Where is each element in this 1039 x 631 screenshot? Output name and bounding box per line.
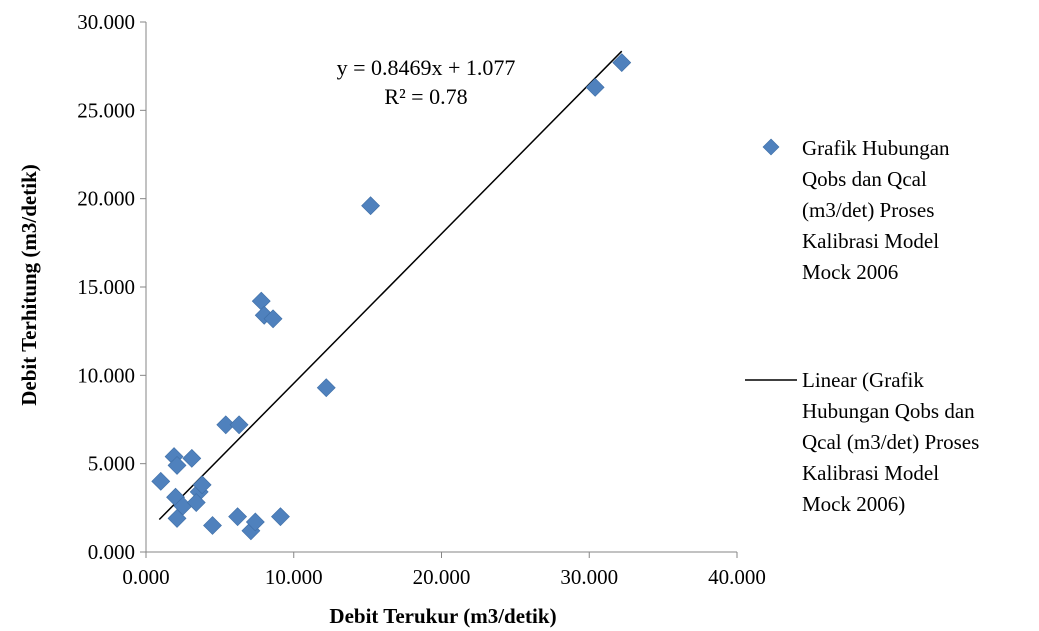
- legend-marker-label: Qobs dan Qcal: [802, 167, 927, 191]
- y-tick-label: 30.000: [77, 10, 135, 34]
- data-point: [251, 291, 271, 311]
- r-squared-label: R² = 0.78: [384, 84, 467, 109]
- data-point: [228, 507, 248, 527]
- y-tick-label: 20.000: [77, 187, 135, 211]
- data-point: [361, 196, 381, 216]
- legend-line-label: Linear (Grafik: [802, 368, 924, 392]
- data-point: [186, 493, 206, 512]
- plot-area: [140, 21, 738, 558]
- x-tick-label: 30.000: [560, 565, 618, 589]
- legend-marker-icon: [762, 138, 780, 156]
- y-tick-label: 5.000: [88, 452, 135, 476]
- legend-line-label: Hubungan Qobs dan: [802, 399, 975, 423]
- data-point: [316, 378, 336, 398]
- data-point: [151, 471, 171, 491]
- x-axis-title: Debit Terukur (m3/detik): [329, 604, 556, 628]
- data-point: [182, 448, 202, 468]
- legend-marker-label: (m3/det) Proses: [802, 198, 934, 222]
- data-point: [271, 507, 290, 527]
- trendline-equation: y = 0.8469x + 1.077: [337, 55, 516, 80]
- trendline-group: [158, 50, 623, 521]
- legend: Grafik Hubungan Qobs dan Qcal (m3/det) Pro…: [745, 136, 979, 516]
- x-tick-label: 10.000: [265, 565, 323, 589]
- legend-line-label: Mock 2006): [802, 492, 905, 516]
- data-point: [167, 509, 187, 528]
- legend-marker-label: Grafik Hubungan: [802, 136, 950, 160]
- x-tick-label: 0.000: [122, 565, 169, 589]
- legend-line-label: Qcal (m3/det) Proses: [802, 430, 979, 454]
- data-point: [585, 77, 605, 97]
- data-point: [192, 475, 212, 495]
- legend-marker-label: Kalibrasi Model: [802, 229, 939, 253]
- x-tick-label: 20.000: [413, 565, 471, 589]
- x-tick-label: 40.000: [708, 565, 766, 589]
- data-point: [167, 456, 187, 475]
- data-point: [203, 516, 222, 535]
- y-tick-label: 0.000: [88, 540, 135, 564]
- trendline: [158, 50, 623, 521]
- data-point: [229, 415, 249, 435]
- data-point: [245, 512, 265, 532]
- data-point: [612, 53, 632, 73]
- y-axis-title: Debit Terhitung (m3/detik): [17, 164, 41, 406]
- data-point: [216, 415, 236, 435]
- y-tick-label: 15.000: [77, 275, 135, 299]
- y-tick-label: 25.000: [77, 98, 135, 122]
- tick-labels: 0.000 5.000 10.000 15.000 20.000 25.000 30.000…: [77, 10, 766, 589]
- data-points: [151, 53, 632, 541]
- legend-line-label: Kalibrasi Model: [802, 461, 939, 485]
- y-tick-label: 10.000: [77, 363, 135, 387]
- legend-marker-label: Mock 2006: [802, 260, 898, 284]
- data-point: [263, 309, 283, 329]
